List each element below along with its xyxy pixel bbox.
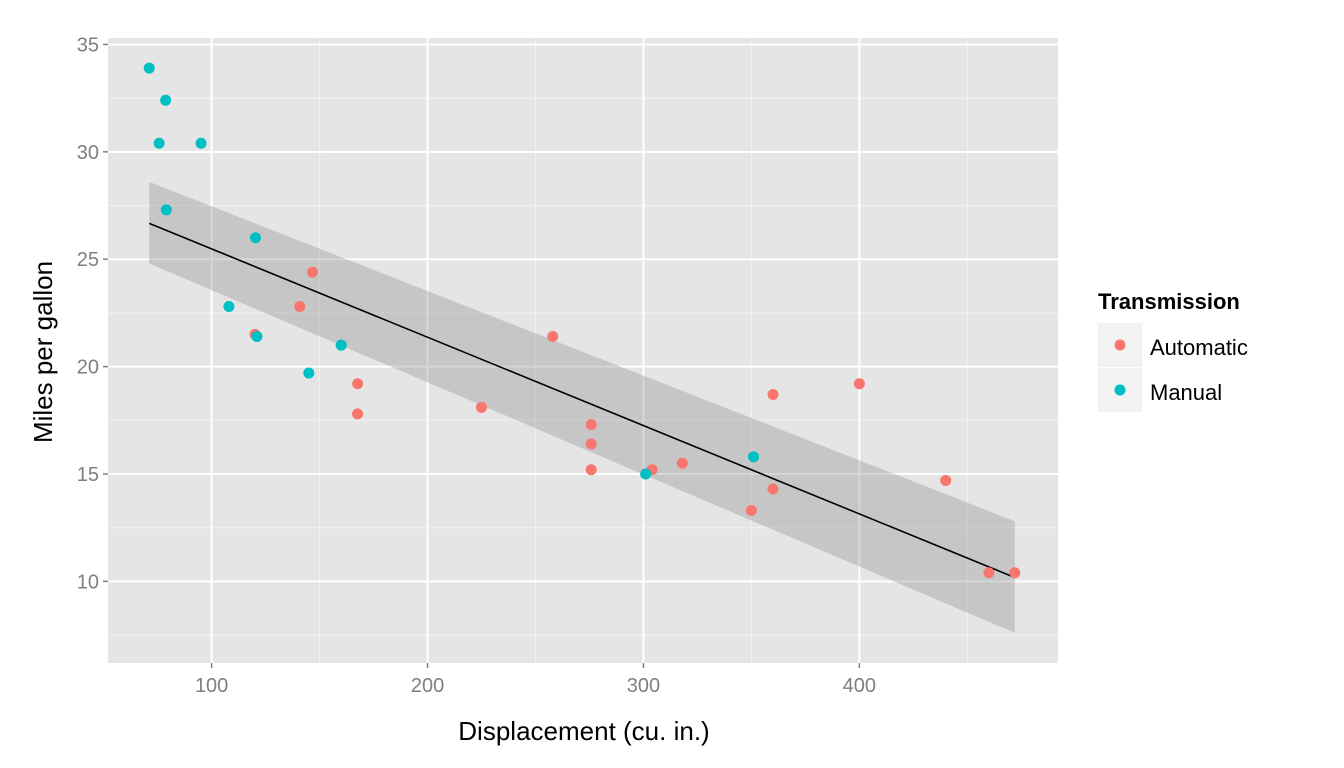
point-manual	[195, 137, 207, 149]
point-manual	[748, 451, 760, 463]
point-manual	[160, 94, 172, 106]
point-automatic	[767, 389, 779, 401]
legend-label-manual: Manual	[1150, 380, 1222, 405]
y-tick-label: 20	[77, 357, 99, 379]
point-manual	[153, 137, 165, 149]
point-automatic	[294, 300, 306, 312]
legend-title: Transmission	[1098, 289, 1240, 314]
confidence-band	[149, 181, 1015, 633]
point-manual	[640, 468, 652, 480]
point-automatic	[767, 483, 779, 495]
points-layer	[143, 62, 1021, 579]
point-manual	[303, 367, 315, 379]
point-automatic	[853, 378, 865, 390]
point-automatic	[352, 408, 364, 420]
regression-line	[148, 222, 1016, 579]
y-tick-label: 15	[77, 464, 99, 486]
point-automatic	[585, 438, 597, 450]
point-manual	[160, 204, 172, 216]
point-automatic	[352, 378, 364, 390]
point-automatic	[940, 474, 952, 486]
plot-panel	[108, 38, 1058, 663]
point-manual	[335, 339, 347, 351]
point-automatic	[476, 401, 488, 413]
point-manual	[143, 62, 155, 74]
minor-gridlines	[108, 38, 1058, 663]
legend-label-automatic: Automatic	[1150, 335, 1248, 360]
x-tick-label: 400	[843, 675, 876, 697]
y-tick-label: 30	[77, 142, 99, 164]
point-automatic	[745, 505, 757, 517]
point-automatic	[306, 266, 318, 278]
y-tick-label: 35	[77, 34, 99, 56]
x-tick-label: 200	[411, 675, 444, 697]
point-automatic	[585, 464, 597, 476]
y-tick-label: 25	[77, 249, 99, 271]
point-automatic	[983, 567, 995, 579]
fit-line-layer	[148, 222, 1016, 579]
y-tick-label: 10	[77, 571, 99, 593]
point-automatic	[585, 419, 597, 431]
x-tick-label: 100	[195, 675, 228, 697]
major-gridlines	[108, 38, 1058, 663]
point-automatic	[547, 331, 559, 343]
point-manual	[251, 331, 263, 343]
confidence-band-layer	[149, 181, 1015, 633]
legend-dot-manual	[1114, 384, 1126, 396]
point-manual	[223, 300, 235, 312]
point-automatic	[676, 457, 688, 469]
x-axis-title: Displacement (cu. in.)	[458, 716, 709, 746]
x-tick-label: 300	[627, 675, 660, 697]
x-axis-ticks: 100 200 300 400	[195, 663, 876, 697]
legend: Transmission Automatic Manual	[1098, 289, 1248, 412]
legend-dot-automatic	[1114, 339, 1126, 351]
y-axis-ticks: 10 15 20 25 30 35	[77, 34, 108, 593]
point-manual	[249, 232, 261, 244]
y-axis-title: Miles per gallon	[28, 261, 58, 443]
point-automatic	[1009, 567, 1021, 579]
